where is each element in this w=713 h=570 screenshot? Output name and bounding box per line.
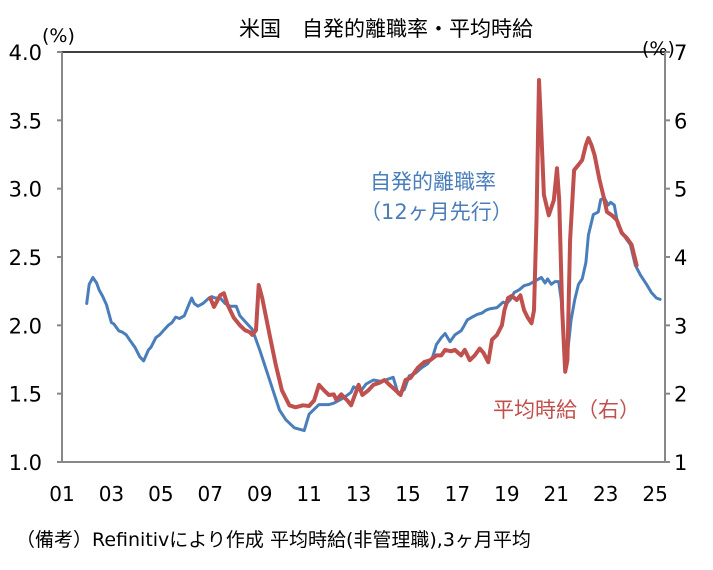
x-tick-label: 03 — [99, 482, 124, 506]
x-tick-label: 21 — [544, 482, 569, 506]
left-tick-label: 2.5 — [9, 246, 42, 270]
right-tick-label: 2 — [674, 383, 687, 407]
series-line-quits-rate — [85, 196, 662, 433]
right-tick-label: 5 — [674, 178, 687, 202]
right-tick-label: 3 — [674, 314, 687, 338]
left-tick-label: 3.5 — [9, 109, 42, 133]
x-tick-label: 01 — [49, 482, 74, 506]
x-tick-label: 17 — [445, 482, 470, 506]
left-tick-label: 1.5 — [9, 383, 42, 407]
chart-title: 米国 自発的離職率・平均時給 — [239, 17, 533, 41]
footer-note: （備考）Refinitivにより作成 平均時給(非管理職),3ヶ月平均 — [16, 529, 531, 551]
x-tick-label: 23 — [593, 482, 618, 506]
x-tick-label: 07 — [198, 482, 223, 506]
right-tick-label: 4 — [674, 246, 687, 270]
right-tick-label: 7 — [674, 41, 687, 65]
x-tick-label: 25 — [642, 482, 667, 506]
series-layer — [85, 78, 662, 433]
right-tick-label: 6 — [674, 109, 687, 133]
series-line-hourly-wage — [208, 78, 639, 410]
series-label-quits-rate: 自発的離職率 — [370, 170, 496, 194]
x-tick-label: 05 — [148, 482, 173, 506]
left-axis-unit: (%) — [42, 25, 75, 47]
right-tick-label: 1 — [674, 451, 687, 475]
x-tick-label: 09 — [247, 482, 272, 506]
x-tick-label: 13 — [346, 482, 371, 506]
right-axis-unit: (%) — [642, 38, 675, 60]
x-tick-label: 15 — [395, 482, 420, 506]
left-tick-label: 4.0 — [9, 41, 42, 65]
series-label-hourly-wage: 平均時給（右） — [493, 398, 640, 422]
x-tick-label: 19 — [494, 482, 519, 506]
left-tick-label: 2.0 — [9, 314, 42, 338]
left-tick-label: 1.0 — [9, 451, 42, 475]
left-tick-label: 3.0 — [9, 178, 42, 202]
series-label-quits-rate-line2: （12ヶ月先行） — [360, 200, 513, 224]
x-tick-label: 11 — [296, 482, 321, 506]
